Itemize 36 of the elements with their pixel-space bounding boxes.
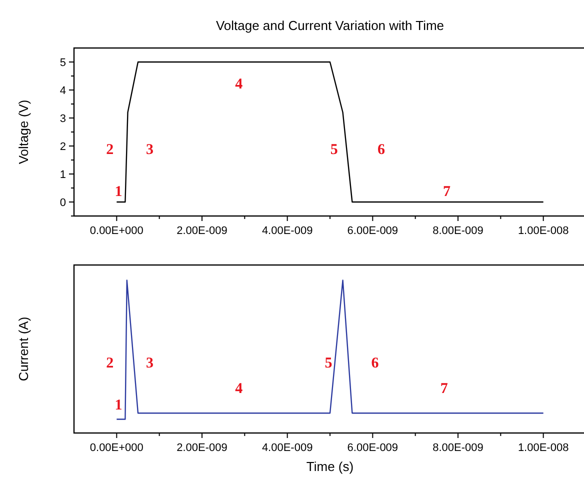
- annotation: 2: [106, 142, 114, 158]
- annotation: 7: [442, 184, 451, 200]
- annotation: 6: [377, 142, 386, 158]
- y-tick-label: 5: [60, 57, 66, 69]
- y-tick-label: 1: [60, 169, 66, 181]
- annotation: 1: [114, 398, 122, 414]
- y-tick-label: 3: [60, 113, 66, 125]
- annotation: 7: [440, 380, 448, 397]
- annotation: 6: [371, 356, 380, 372]
- x-tick-label: 6.00E-009: [347, 225, 398, 237]
- x-tick-label: 1.00E-008: [518, 442, 569, 454]
- x-tick-label: 8.00E-009: [432, 225, 484, 237]
- y-tick-label: 2: [60, 141, 66, 153]
- annotation: 3: [146, 142, 154, 158]
- y-tick-label: 4: [60, 85, 66, 97]
- x-tick-label: 4.00E-009: [262, 225, 313, 237]
- annotation: 3: [146, 356, 154, 372]
- annotation: 4: [235, 76, 244, 92]
- y-axis-title: Current (A): [16, 316, 31, 382]
- annotation: 5: [330, 142, 338, 158]
- x-tick-label: 6.00E-009: [347, 442, 398, 454]
- x-tick-label: 4.00E-009: [262, 442, 313, 454]
- x-tick-label: 1.00E-008: [518, 225, 569, 237]
- x-tick-label: 0.00E+000: [90, 442, 144, 454]
- y-axis-title: Voltage (V): [16, 100, 31, 164]
- x-tick-label: 8.00E-009: [432, 442, 484, 454]
- annotation: 2: [106, 356, 114, 372]
- annotation: 5: [324, 356, 332, 372]
- chart-title: Voltage and Current Variation with Time: [216, 18, 444, 33]
- x-axis-title: Time (s): [306, 459, 354, 474]
- x-tick-label: 2.00E-009: [176, 442, 228, 454]
- y-tick-label: 0: [60, 197, 66, 209]
- x-tick-label: 2.00E-009: [176, 225, 228, 237]
- annotation: 4: [235, 380, 244, 397]
- annotation: 1: [114, 184, 122, 200]
- x-tick-label: 0.00E+000: [90, 225, 144, 237]
